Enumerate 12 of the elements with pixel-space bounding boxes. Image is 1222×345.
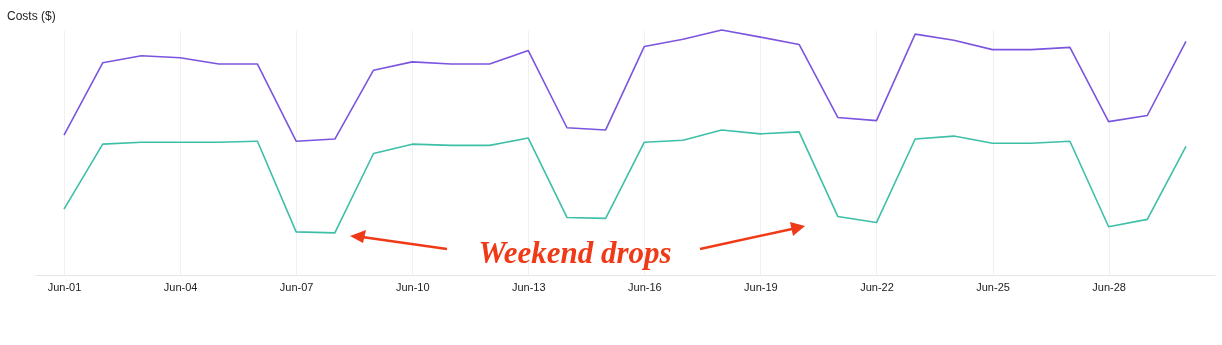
x-tick-label: Jun-19 <box>744 280 778 293</box>
x-tick-label: Jun-13 <box>511 280 546 293</box>
x-tick-label: Jun-07 <box>279 280 314 293</box>
x-tick-label: Jun-28 <box>1092 280 1126 293</box>
x-tick-label: Jun-04 <box>163 280 198 293</box>
y-axis-title: Costs ($) <box>7 9 56 24</box>
x-tick-label: Jun-01 <box>47 280 82 293</box>
x-tick-label: Jun-16 <box>628 280 662 293</box>
annotation: Weekend drops <box>478 235 672 270</box>
x-tick-label: Jun-22 <box>860 280 894 293</box>
x-tick-label: Jun-10 <box>395 280 430 293</box>
x-tick-label: Jun-25 <box>976 280 1010 293</box>
